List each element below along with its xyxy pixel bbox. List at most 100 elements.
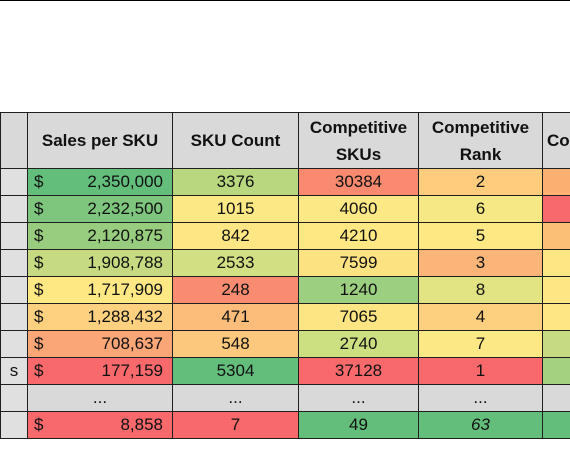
header-cell-sales-per-sku[interactable]: Sales per SKU: [27, 112, 173, 169]
table-row: $2,350,000 3376 30384 2: [0, 168, 570, 196]
currency-symbol: $: [34, 280, 44, 299]
row-label-cell[interactable]: [0, 330, 28, 358]
table-row: ............: [0, 384, 570, 412]
row-label-cell[interactable]: [0, 411, 28, 439]
currency-symbol: $: [34, 253, 44, 272]
row-label-cell[interactable]: [0, 303, 28, 331]
competitive-skus-cell[interactable]: 7599: [298, 249, 419, 277]
competitive-skus-cell[interactable]: 2740: [298, 330, 419, 358]
competitive-skus-cell[interactable]: 1240: [298, 276, 419, 304]
competitive-skus-cell[interactable]: ...: [298, 384, 419, 412]
sales-amount: 708,637: [101, 334, 163, 353]
row-label-cell[interactable]: [0, 384, 28, 412]
competitive-rank-cell[interactable]: 5: [418, 222, 543, 250]
sales-amount: 1,717,909: [87, 280, 163, 299]
currency-symbol: $: [34, 226, 44, 245]
sales-per-sku-cell[interactable]: $708,637: [27, 330, 173, 358]
header-cell-sku-count[interactable]: SKU Count: [172, 112, 299, 169]
sales-per-sku-cell[interactable]: $2,120,875: [27, 222, 173, 250]
table-body: $2,350,000 3376 30384 2 $2,232,500 1015 4060 6 $…: [0, 168, 570, 439]
sku-count-cell[interactable]: ...: [172, 384, 299, 412]
currency-symbol: $: [34, 415, 44, 434]
competitive-rank-cell[interactable]: 63: [418, 411, 543, 439]
competitive-skus-cell[interactable]: 49: [298, 411, 419, 439]
table-row: $708,637 548 2740 7: [0, 330, 570, 358]
sales-amount: 8,858: [120, 415, 163, 434]
row-label-cell[interactable]: [0, 222, 28, 250]
next-column-cell[interactable]: [542, 276, 570, 304]
competitive-rank-cell[interactable]: 8: [418, 276, 543, 304]
header-cell-competitive-rank[interactable]: Competitive Rank: [418, 112, 543, 169]
competitive-rank-cell[interactable]: 3: [418, 249, 543, 277]
sales-per-sku-cell[interactable]: ...: [27, 384, 173, 412]
empty-sheet-area[interactable]: [0, 1, 570, 112]
currency-symbol: $: [34, 172, 44, 191]
competitive-skus-cell[interactable]: 37128: [298, 357, 419, 385]
sku-count-cell[interactable]: 248: [172, 276, 299, 304]
competitive-rank-cell[interactable]: ...: [418, 384, 543, 412]
currency-symbol: $: [34, 307, 44, 326]
sales-per-sku-cell[interactable]: $1,717,909: [27, 276, 173, 304]
row-label-cell[interactable]: [0, 276, 28, 304]
sales-per-sku-cell[interactable]: $1,908,788: [27, 249, 173, 277]
competitive-rank-cell[interactable]: 4: [418, 303, 543, 331]
table-row: $8,858 7 49 63: [0, 411, 570, 439]
sku-count-cell[interactable]: 5304: [172, 357, 299, 385]
competitive-skus-cell[interactable]: 4210: [298, 222, 419, 250]
currency-symbol: $: [34, 334, 44, 353]
sales-per-sku-cell[interactable]: $8,858: [27, 411, 173, 439]
table-row: $1,717,909 248 1240 8: [0, 276, 570, 304]
header-cell-row-label[interactable]: [0, 112, 28, 169]
sales-amount: 2,120,875: [87, 226, 163, 245]
competitive-skus-cell[interactable]: 7065: [298, 303, 419, 331]
sales-per-sku-cell[interactable]: $2,232,500: [27, 195, 173, 223]
row-label-cell[interactable]: [0, 168, 28, 196]
sales-per-sku-cell[interactable]: $2,350,000: [27, 168, 173, 196]
sku-count-cell[interactable]: 3376: [172, 168, 299, 196]
competitive-rank-cell[interactable]: 6: [418, 195, 543, 223]
sales-per-sku-cell[interactable]: $177,159: [27, 357, 173, 385]
sales-amount: 2,350,000: [87, 172, 163, 191]
header-cell-competitive-skus[interactable]: Competitive SKUs: [298, 112, 419, 169]
currency-symbol: $: [34, 361, 44, 380]
table-row: $2,232,500 1015 4060 6: [0, 195, 570, 223]
row-label-cell[interactable]: [0, 195, 28, 223]
next-column-cell[interactable]: [542, 222, 570, 250]
header-cell-next-column[interactable]: Co: [542, 112, 570, 169]
sku-count-cell[interactable]: 1015: [172, 195, 299, 223]
next-column-cell[interactable]: [542, 249, 570, 277]
sku-count-cell[interactable]: 471: [172, 303, 299, 331]
sales-per-sku-cell[interactable]: $1,288,432: [27, 303, 173, 331]
sales-amount: 1,288,432: [87, 307, 163, 326]
competitive-rank-cell[interactable]: 7: [418, 330, 543, 358]
sales-amount: 2,232,500: [87, 199, 163, 218]
sales-amount: 177,159: [101, 361, 163, 380]
competitive-rank-cell[interactable]: 1: [418, 357, 543, 385]
table-row: $1,908,788 2533 7599 3: [0, 249, 570, 277]
sales-amount: 1,908,788: [87, 253, 163, 272]
sku-count-cell[interactable]: 842: [172, 222, 299, 250]
competitive-rank-cell[interactable]: 2: [418, 168, 543, 196]
next-column-cell[interactable]: [542, 357, 570, 385]
next-column-cell[interactable]: [542, 303, 570, 331]
next-column-cell[interactable]: [542, 330, 570, 358]
sku-count-cell[interactable]: 548: [172, 330, 299, 358]
currency-symbol: $: [34, 199, 44, 218]
sku-count-cell[interactable]: 7: [172, 411, 299, 439]
sales-table: Sales per SKU SKU Count Competitive SKUs…: [0, 112, 570, 439]
competitive-skus-cell[interactable]: 30384: [298, 168, 419, 196]
next-column-cell[interactable]: [542, 195, 570, 223]
header-row: Sales per SKU SKU Count Competitive SKUs…: [0, 112, 570, 169]
row-label-cell[interactable]: [0, 249, 28, 277]
row-label-cell[interactable]: s: [0, 357, 28, 385]
next-column-cell[interactable]: [542, 384, 570, 412]
competitive-skus-cell[interactable]: 4060: [298, 195, 419, 223]
table-row: $2,120,875 842 4210 5: [0, 222, 570, 250]
sku-count-cell[interactable]: 2533: [172, 249, 299, 277]
table-row: s $177,159 5304 37128 1: [0, 357, 570, 385]
table-row: $1,288,432 471 7065 4: [0, 303, 570, 331]
next-column-cell[interactable]: [542, 168, 570, 196]
next-column-cell[interactable]: [542, 411, 570, 439]
top-border-line: [0, 0, 570, 1]
